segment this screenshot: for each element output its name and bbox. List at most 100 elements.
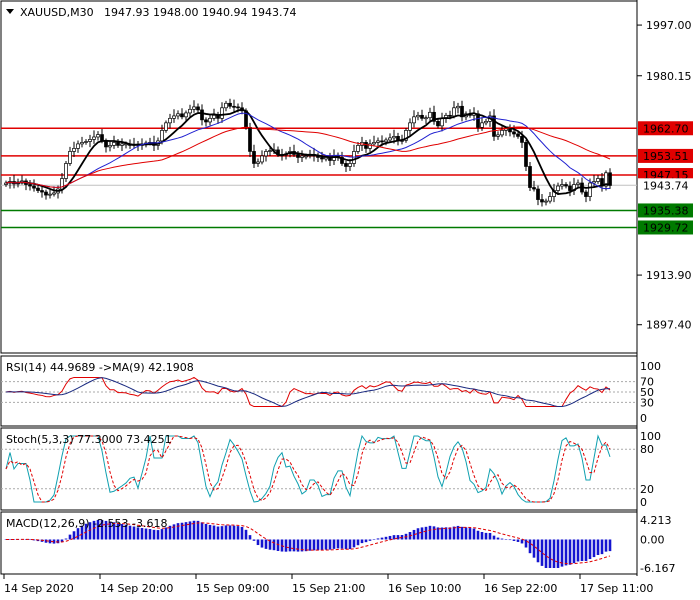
candle xyxy=(248,127,252,152)
current-price-label: 1943.74 xyxy=(643,179,689,192)
macd-indicator: 4.213 0.00 -6.167 xyxy=(4,514,675,575)
macd-bar xyxy=(72,531,76,540)
stoch-tick-label: 80 xyxy=(640,443,654,456)
macd-bar xyxy=(520,539,524,544)
candle xyxy=(368,143,372,149)
candle xyxy=(540,199,544,203)
macd-bar xyxy=(412,529,416,540)
time-tick-label: 17 Sep 11:00 xyxy=(580,582,653,595)
time-tick-label: 14 Sep 2020 xyxy=(4,582,74,595)
macd-bar xyxy=(532,539,536,558)
candle xyxy=(604,172,608,187)
candle xyxy=(456,105,460,109)
candle xyxy=(372,142,376,145)
candle xyxy=(544,200,548,203)
macd-bar xyxy=(464,527,468,540)
candle xyxy=(196,106,200,111)
macd-bar xyxy=(344,539,348,550)
candle xyxy=(72,148,76,152)
candle xyxy=(520,136,524,143)
candle xyxy=(560,184,564,187)
macd-bar xyxy=(276,539,280,551)
macd-bar xyxy=(116,523,120,540)
candle xyxy=(120,143,124,146)
candle xyxy=(484,120,488,124)
candle xyxy=(548,196,552,202)
stoch-tick-label: 100 xyxy=(640,430,661,443)
macd-bar xyxy=(88,522,92,540)
macd-bar xyxy=(436,527,440,540)
candle xyxy=(428,111,432,119)
candle xyxy=(532,187,536,190)
candle xyxy=(576,182,580,185)
macd-bar xyxy=(504,539,508,540)
macd-bar xyxy=(556,539,560,568)
macd-bar xyxy=(268,539,272,550)
macd-bar xyxy=(584,539,588,561)
dropdown-triangle-icon[interactable] xyxy=(6,9,14,14)
macd-bar xyxy=(184,522,188,540)
macd-bar xyxy=(188,521,192,540)
macd-bar xyxy=(124,524,128,540)
macd-bar xyxy=(136,527,140,540)
macd-bar xyxy=(560,539,564,567)
candle xyxy=(84,141,88,143)
time-tick-label: 15 Sep 21:00 xyxy=(292,582,365,595)
macd-bar xyxy=(228,525,232,540)
macd-bar xyxy=(164,527,168,540)
macd-bar xyxy=(384,536,388,540)
macd-bar xyxy=(512,539,516,541)
candle xyxy=(68,151,72,164)
support-level-label-bg xyxy=(638,220,693,235)
candle xyxy=(264,151,268,157)
macd-bar xyxy=(120,523,124,540)
time-tick-label: 16 Sep 10:00 xyxy=(388,582,461,595)
candle xyxy=(436,120,440,127)
stoch-title: Stoch(5,3,3) 77.3000 73.4251 xyxy=(6,433,172,446)
macd-tick-label: 4.213 xyxy=(640,514,672,527)
candle xyxy=(448,114,452,117)
macd-bar xyxy=(580,539,584,562)
main-panel xyxy=(0,0,638,354)
macd-bar xyxy=(220,526,224,540)
stoch-d-line xyxy=(5,435,611,503)
candle xyxy=(172,115,176,119)
candle xyxy=(296,154,300,158)
rsi-tick-label: 30 xyxy=(640,396,654,409)
candle xyxy=(32,185,36,189)
macd-bar xyxy=(476,530,480,540)
macd-bar xyxy=(140,528,144,540)
resistance-level-label: 1953.51 xyxy=(643,150,689,163)
candle xyxy=(228,102,232,107)
macd-bar xyxy=(460,526,464,540)
candle xyxy=(584,191,588,197)
macd-bar xyxy=(64,538,68,540)
macd-bar xyxy=(548,539,552,568)
candle xyxy=(236,106,240,109)
macd-bar xyxy=(328,539,332,550)
candle xyxy=(568,185,572,191)
candle xyxy=(260,155,264,163)
macd-bar xyxy=(396,535,400,540)
candle xyxy=(384,139,388,143)
candle xyxy=(164,122,168,131)
macd-bar xyxy=(544,539,548,568)
rsi-tick-label: 50 xyxy=(640,386,654,399)
ohlc-readout: 1947.93 1948.00 1940.94 1943.74 xyxy=(104,6,296,19)
macd-bar xyxy=(28,539,32,540)
price-tick-label: 1913.90 xyxy=(646,269,692,282)
macd-bar xyxy=(148,529,152,540)
macd-bar xyxy=(600,539,604,555)
price-tick-label: 1980.15 xyxy=(646,70,692,83)
candle xyxy=(300,155,304,158)
candle xyxy=(256,161,260,164)
macd-bar xyxy=(8,539,12,540)
macd-bar xyxy=(300,539,304,552)
rsi-line xyxy=(5,376,611,408)
macd-bar xyxy=(376,538,380,540)
resistance-level-label-bg xyxy=(638,148,693,163)
candle xyxy=(268,150,272,152)
macd-bar xyxy=(536,539,540,563)
macd-bar xyxy=(380,537,384,540)
time-tick-label: 16 Sep 22:00 xyxy=(484,582,557,595)
